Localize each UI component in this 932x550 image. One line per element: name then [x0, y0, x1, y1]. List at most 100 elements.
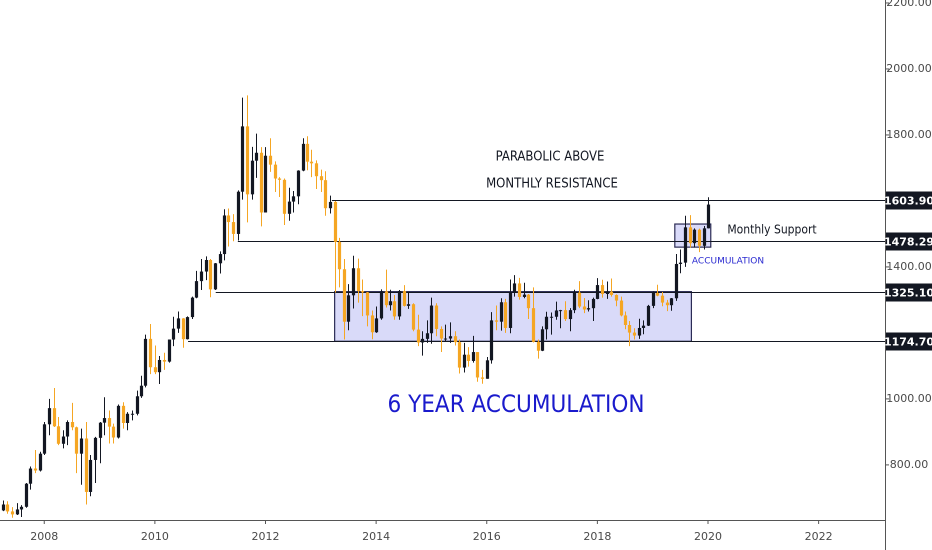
candle-body — [93, 437, 98, 460]
candle-body — [554, 310, 559, 317]
candle-body — [466, 354, 471, 361]
candle-body — [333, 201, 338, 242]
candle-body — [660, 295, 665, 303]
candle-body — [697, 229, 702, 246]
candle-body — [52, 408, 57, 427]
candle-body — [323, 180, 328, 209]
candle-body — [309, 161, 314, 164]
candle-body — [5, 504, 10, 512]
candle-body — [28, 468, 33, 484]
candle-body — [637, 327, 642, 336]
level-label-box — [886, 191, 932, 210]
candle-body — [614, 294, 619, 301]
candle-body — [429, 305, 434, 334]
candle-body — [84, 438, 89, 492]
candle-body — [250, 160, 255, 195]
candle-body — [38, 453, 43, 471]
candle-body — [98, 422, 103, 438]
candle-body — [609, 291, 614, 295]
candle-body — [526, 294, 531, 309]
candle-body — [190, 297, 195, 318]
candle-body — [199, 271, 204, 282]
candle-body — [443, 338, 448, 340]
candle-body — [15, 509, 20, 515]
axes: 1603.90 1478.29 1325.10 1174.70 800.00 1000.0… — [30, 0, 932, 543]
candle-body — [204, 260, 209, 272]
candle-body — [65, 422, 70, 437]
candle-body — [646, 305, 651, 326]
candle-body — [582, 306, 587, 310]
candle-body — [600, 285, 605, 294]
candle-body — [655, 292, 660, 296]
level-label-box — [886, 283, 932, 302]
y-tick-label: 800.00 — [890, 458, 929, 471]
annotation: ACCUMULATION — [692, 257, 764, 267]
candle-body — [692, 229, 697, 244]
candle-body — [301, 143, 306, 171]
candle-body — [143, 338, 148, 386]
candle-body — [605, 291, 610, 294]
candle-body — [356, 268, 361, 292]
candle-body — [176, 318, 181, 329]
candle-body — [531, 308, 536, 342]
candle-body — [536, 341, 541, 351]
candle-body — [111, 426, 116, 438]
candle-body — [683, 227, 688, 263]
candle-body — [374, 318, 379, 333]
candle-body — [688, 227, 693, 244]
candle-body — [148, 338, 153, 368]
candle-body — [572, 292, 577, 311]
candle-body — [641, 325, 646, 328]
y-tick-label: 1400.00 — [886, 260, 932, 273]
candle-body — [494, 320, 499, 322]
candle-body — [702, 228, 707, 246]
candle-body — [121, 405, 126, 423]
candle-body — [107, 418, 112, 427]
candle-body — [125, 413, 130, 423]
candle-body — [549, 316, 554, 318]
candle-body — [10, 511, 15, 515]
candle-body — [88, 459, 93, 492]
x-tick-label: 2020 — [694, 530, 722, 543]
candle-body — [540, 329, 545, 351]
candle-body — [296, 170, 301, 197]
candle-body — [439, 328, 444, 339]
x-tick-label: 2008 — [30, 530, 58, 543]
candle-body — [254, 152, 259, 161]
x-tick-label: 2018 — [583, 530, 611, 543]
candle-body — [577, 292, 582, 307]
candle-body — [485, 360, 490, 379]
candle-body — [33, 468, 38, 471]
candle-body — [287, 201, 292, 214]
candle-body — [351, 268, 356, 296]
candle-body — [651, 292, 656, 306]
candle-body — [19, 506, 24, 510]
annotation: 6 YEAR ACCUMULATION — [388, 390, 645, 418]
candle-body — [379, 291, 384, 319]
candle-body — [508, 292, 513, 328]
x-tick-label: 2012 — [252, 530, 280, 543]
candle-body — [595, 285, 600, 299]
level-label: 1174.70 — [884, 336, 932, 349]
candle-body — [434, 305, 439, 329]
candle-body — [314, 163, 319, 177]
level-label-box — [886, 232, 932, 251]
candle-body — [268, 155, 273, 165]
candle-body — [213, 263, 218, 290]
candle-body — [370, 315, 375, 333]
candle-body — [411, 304, 416, 330]
candle-body — [457, 342, 462, 368]
y-tick-label: 2200.00 — [886, 0, 932, 9]
candle-body — [568, 310, 573, 320]
candle-body — [384, 291, 389, 306]
candle-body — [70, 422, 75, 428]
candle-body — [453, 336, 458, 343]
candle-body — [365, 292, 370, 316]
candle-body — [157, 359, 162, 373]
candle-body — [706, 204, 711, 229]
candle-body — [263, 155, 268, 213]
candle-body — [61, 436, 66, 444]
candle-body — [194, 281, 199, 298]
annotation: MONTHLY RESISTANCE — [486, 177, 618, 192]
